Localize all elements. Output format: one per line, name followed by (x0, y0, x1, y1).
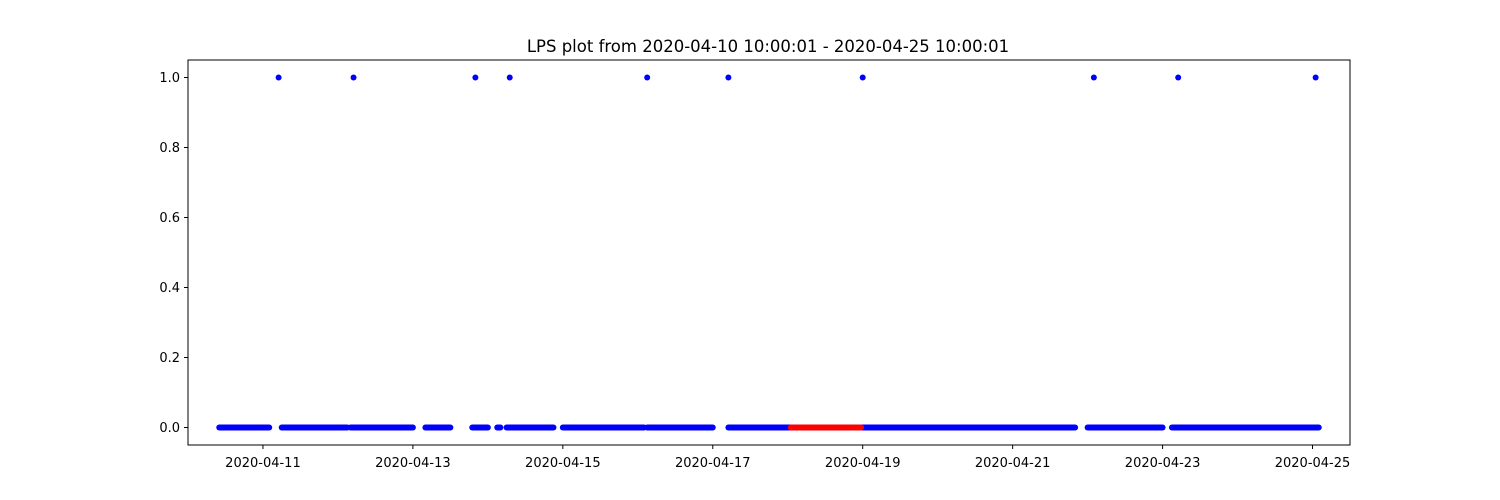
data-point-series-0-0 (275, 74, 282, 81)
x-tick-label-0: 2020-04-11 (225, 456, 301, 471)
data-point-series-0-3 (506, 74, 513, 81)
x-tick-label-7: 2020-04-25 (1275, 456, 1351, 471)
axes-frame (187, 59, 1351, 446)
y-tick-label-4: 0.8 (159, 141, 180, 156)
x-tick-label-6: 2020-04-23 (1125, 456, 1201, 471)
x-tick-label-5: 2020-04-21 (975, 456, 1051, 471)
x-tick-label-3: 2020-04-17 (675, 456, 751, 471)
data-point-series-0-6 (859, 74, 866, 81)
x-tick-label-4: 2020-04-19 (825, 456, 901, 471)
x-tick-label-2: 2020-04-15 (525, 456, 601, 471)
data-point-series-0-2 (472, 74, 479, 81)
x-tick-label-1: 2020-04-13 (375, 456, 451, 471)
data-point-series-0-5 (725, 74, 732, 81)
plot-area: 0.0 0.2 0.4 0.6 0.8 1.0 2020-04-11 2020-04-13 20… (159, 59, 1351, 471)
y-tick-label-5: 1.0 (159, 71, 180, 86)
y-tick-label-3: 0.6 (159, 211, 180, 226)
data-point-series-0-9 (1312, 74, 1319, 81)
data-point-series-0-4 (644, 74, 651, 81)
data-point-series-0-8 (1175, 74, 1182, 81)
y-tick-label-0: 0.0 (159, 421, 180, 436)
data-point-series-0-1 (350, 74, 357, 81)
chart-title: LPS plot from 2020-04-10 10:00:01 - 2020… (527, 37, 1009, 56)
data-point-series-0-7 (1090, 74, 1097, 81)
y-tick-label-2: 0.4 (159, 281, 180, 296)
y-tick-label-1: 0.2 (159, 351, 180, 366)
